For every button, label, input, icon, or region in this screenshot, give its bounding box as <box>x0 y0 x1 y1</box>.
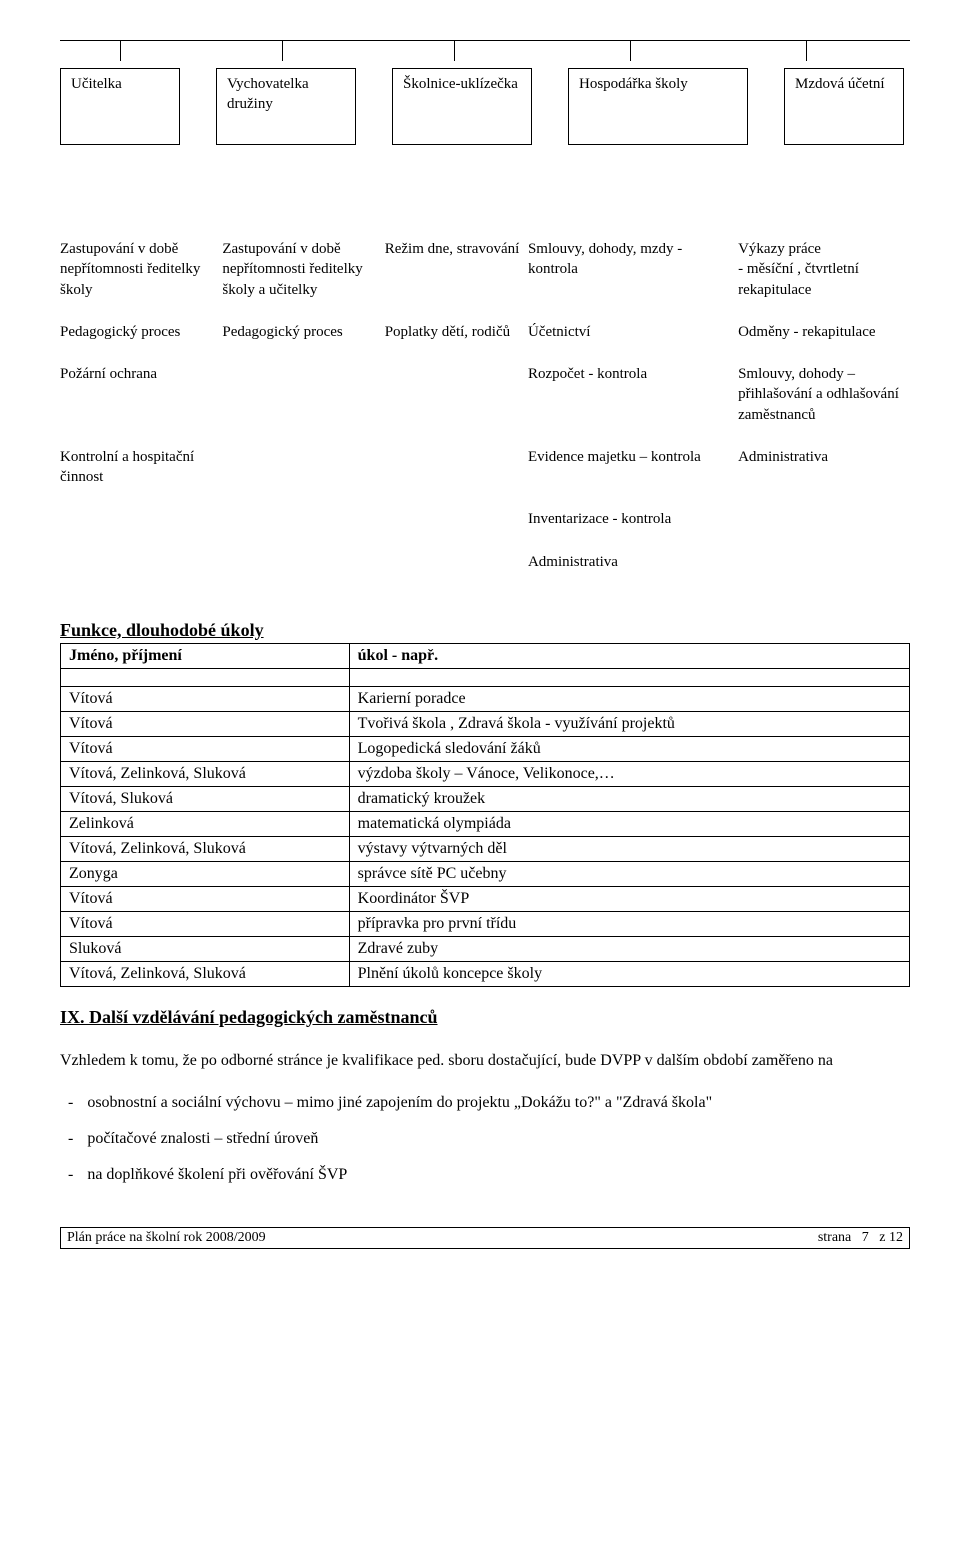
tasks-table: Jméno, příjmení úkol - např. VítováKarie… <box>60 643 910 987</box>
tasks-cell: Vítová <box>61 886 350 911</box>
grid-cell: Smlouvy, dohody – přihlašování a odhlašo… <box>738 360 910 443</box>
grid-cell: Inventarizace - kontrola <box>528 505 738 547</box>
tasks-cell: matematická olympiáda <box>349 811 909 836</box>
tasks-cell: správce sítě PC učebny <box>349 861 909 886</box>
tasks-cell: výstavy výtvarných děl <box>349 836 909 861</box>
tasks-cell: Vítová <box>61 911 350 936</box>
connector-tick <box>282 41 283 61</box>
page-footer: Plán práce na školní rok 2008/2009 stran… <box>60 1227 910 1249</box>
grid-cell <box>385 548 528 590</box>
intro-paragraph: Vzhledem k tomu, že po odborné stránce j… <box>60 1050 910 1072</box>
grid-cell: Administrativa <box>528 548 738 590</box>
box-vychovatelka: Vychovatelka družiny <box>216 68 356 145</box>
org-boxes-row: Učitelka Vychovatelka družiny Školnice-u… <box>60 68 910 145</box>
grid-cell: Režim dne, stravování <box>385 235 528 318</box>
tasks-cell: Sluková <box>61 936 350 961</box>
tasks-cell: Karierní poradce <box>349 686 909 711</box>
bullet-item: na doplňkové školení při ověřování ŠVP <box>60 1163 910 1187</box>
tasks-cell: Plnění úkolů koncepce školy <box>349 961 909 986</box>
tasks-header-task: úkol - např. <box>349 643 909 668</box>
grid-cell: Zastupování v době nepřítomnosti ředitel… <box>60 235 222 318</box>
tasks-cell: Zelinková <box>61 811 350 836</box>
tasks-cell: Vítová <box>61 736 350 761</box>
tasks-cell: výzdoba školy – Vánoce, Velikonoce,… <box>349 761 909 786</box>
tasks-cell: Zdravé zuby <box>349 936 909 961</box>
box-skolnice: Školnice-uklízečka <box>392 68 532 145</box>
section-ix-title: IX. Další vzdělávání pedagogických zaměs… <box>60 1007 910 1028</box>
box-ucitelka: Učitelka <box>60 68 180 145</box>
grid-cell: Výkazy práce- měsíční , čtvrtletní rekap… <box>738 235 910 318</box>
grid-cell: Poplatky dětí, rodičů <box>385 318 528 360</box>
grid-cell <box>385 505 528 547</box>
grid-cell <box>385 443 528 506</box>
box-hospodarka: Hospodářka školy <box>568 68 748 145</box>
grid-cell: Účetnictví <box>528 318 738 360</box>
grid-cell <box>60 548 222 590</box>
grid-cell <box>60 505 222 547</box>
grid-cell <box>222 505 384 547</box>
responsibilities-grid: Zastupování v době nepřítomnosti ředitel… <box>60 235 910 590</box>
tasks-cell: Zonyga <box>61 861 350 886</box>
tasks-cell: Vítová, Zelinková, Sluková <box>61 961 350 986</box>
footer-page: strana 7 z 12 <box>818 1230 903 1246</box>
tasks-cell: Vítová, Zelinková, Sluková <box>61 836 350 861</box>
grid-cell <box>738 505 910 547</box>
grid-cell: Evidence majetku – kontrola <box>528 443 738 506</box>
grid-cell: Smlouvy, dohody, mzdy - kontrola <box>528 235 738 318</box>
org-connector-line <box>60 40 910 60</box>
box-mzdova: Mzdová účetní <box>784 68 904 145</box>
tasks-cell: Vítová <box>61 686 350 711</box>
grid-cell <box>738 548 910 590</box>
tasks-cell: Tvořivá škola , Zdravá škola - využívání… <box>349 711 909 736</box>
tasks-header-name: Jméno, příjmení <box>61 643 350 668</box>
grid-cell <box>222 360 384 443</box>
connector-tick <box>120 41 121 61</box>
bullet-item: osobnostní a sociální výchovu – mimo jin… <box>60 1091 910 1115</box>
grid-cell: Odměny - rekapitulace <box>738 318 910 360</box>
grid-cell <box>222 443 384 506</box>
connector-tick <box>454 41 455 61</box>
bullet-list: osobnostní a sociální výchovu – mimo jin… <box>60 1091 910 1187</box>
grid-cell <box>222 548 384 590</box>
bullet-item: počítačové znalosti – střední úroveň <box>60 1127 910 1151</box>
tasks-cell: Vítová, Zelinková, Sluková <box>61 761 350 786</box>
grid-cell <box>385 360 528 443</box>
grid-cell: Požární ochrana <box>60 360 222 443</box>
tasks-cell: Vítová, Sluková <box>61 786 350 811</box>
connector-tick <box>806 41 807 61</box>
grid-cell: Administrativa <box>738 443 910 506</box>
grid-cell: Pedagogický proces <box>60 318 222 360</box>
connector-tick <box>630 41 631 61</box>
grid-cell: Pedagogický proces <box>222 318 384 360</box>
tasks-cell: Vítová <box>61 711 350 736</box>
tasks-section-title: Funkce, dlouhodobé úkoly <box>60 620 910 641</box>
tasks-cell: dramatický kroužek <box>349 786 909 811</box>
grid-cell: Kontrolní a hospitační činnost <box>60 443 222 506</box>
tasks-cell: přípravka pro první třídu <box>349 911 909 936</box>
grid-cell: Zastupování v době nepřítomnosti ředitel… <box>222 235 384 318</box>
tasks-cell: Koordinátor ŠVP <box>349 886 909 911</box>
tasks-cell: Logopedická sledování žáků <box>349 736 909 761</box>
footer-left: Plán práce na školní rok 2008/2009 <box>67 1230 266 1246</box>
grid-cell: Rozpočet - kontrola <box>528 360 738 443</box>
